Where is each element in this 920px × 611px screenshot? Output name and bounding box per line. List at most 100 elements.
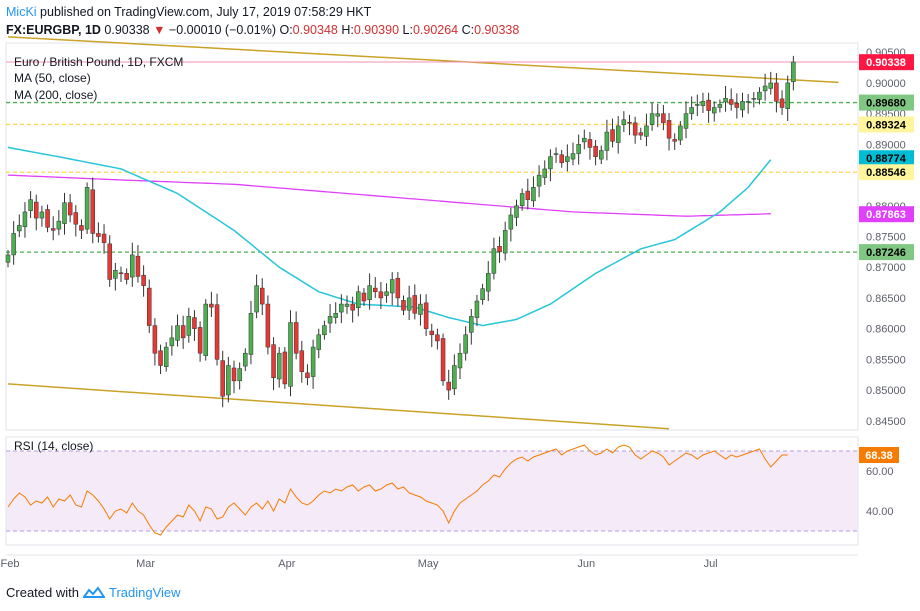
y-tick-label: 0.85000 bbox=[866, 385, 906, 397]
ma50-line bbox=[7, 146, 772, 327]
candle-body bbox=[248, 313, 254, 355]
candle-body bbox=[34, 201, 39, 219]
candle-body bbox=[175, 325, 180, 341]
candle-body bbox=[39, 211, 45, 219]
candle-body bbox=[474, 300, 480, 318]
candle-body bbox=[124, 273, 129, 280]
candle-body bbox=[152, 325, 158, 354]
candle-body bbox=[661, 113, 666, 124]
candle-body bbox=[237, 368, 242, 382]
candle-body bbox=[418, 303, 423, 315]
candle-body bbox=[226, 365, 231, 396]
price-change: −0.00010 (−0.01%) bbox=[168, 23, 276, 37]
candle-body bbox=[305, 372, 310, 379]
candle-body bbox=[491, 248, 497, 274]
candle-body bbox=[50, 228, 56, 231]
candle-body bbox=[632, 122, 638, 136]
candle-body bbox=[728, 99, 734, 105]
candle-body bbox=[327, 316, 333, 324]
candle-body bbox=[361, 292, 367, 302]
candle-body bbox=[67, 202, 73, 216]
candle-body bbox=[62, 202, 67, 224]
tradingview-logo-icon bbox=[82, 585, 105, 598]
candle-body bbox=[401, 300, 406, 311]
footer-brand[interactable]: TradingView bbox=[108, 585, 181, 600]
candle-body bbox=[310, 346, 316, 377]
candle-body bbox=[276, 352, 282, 380]
candle-body bbox=[695, 104, 700, 106]
candle-body bbox=[423, 302, 429, 329]
candle-body bbox=[293, 322, 299, 354]
candle-body bbox=[384, 291, 389, 296]
price-tag bbox=[859, 206, 914, 223]
y-tick-label: 0.86500 bbox=[866, 293, 906, 305]
candle-body bbox=[214, 304, 220, 360]
open-label: O: bbox=[279, 23, 293, 37]
candle-body bbox=[599, 150, 604, 160]
y-tick-label: 0.89000 bbox=[866, 139, 906, 151]
trendline bbox=[7, 36, 839, 84]
rsi-tick-label: 40.00 bbox=[866, 506, 894, 518]
y-tick-label: 0.84500 bbox=[866, 416, 906, 428]
candle-body bbox=[118, 272, 124, 274]
candle-body bbox=[186, 316, 192, 336]
footer: Created with TradingView bbox=[6, 585, 181, 600]
candle-body bbox=[22, 211, 28, 227]
author-name[interactable]: MicKi bbox=[6, 5, 37, 19]
candle-body bbox=[231, 367, 237, 382]
price-tag-label: 0.88546 bbox=[866, 167, 906, 179]
candle-body bbox=[666, 120, 672, 139]
ma200-line bbox=[7, 174, 771, 217]
rsi-band bbox=[6, 451, 858, 531]
candle-body bbox=[745, 101, 751, 103]
x-tick-label: May bbox=[418, 558, 439, 570]
candle-body bbox=[610, 129, 615, 142]
candle-body bbox=[429, 330, 434, 336]
down-arrow-icon: ▼ bbox=[153, 23, 166, 37]
candle-body bbox=[389, 279, 395, 294]
candle-body bbox=[90, 189, 95, 234]
candle-body bbox=[678, 125, 683, 141]
candle-body bbox=[282, 351, 288, 385]
candle-body bbox=[197, 327, 203, 354]
price-tag-label: 0.90338 bbox=[866, 57, 906, 69]
rsi-tick-label: 60.00 bbox=[866, 466, 894, 478]
footer-created: Created with bbox=[6, 585, 79, 600]
rsi-value-tag bbox=[859, 447, 899, 463]
candle-body bbox=[203, 303, 208, 356]
trendline bbox=[7, 383, 670, 430]
candle-body bbox=[514, 205, 519, 218]
candle-body bbox=[791, 61, 796, 82]
price-tag-label: 0.89680 bbox=[866, 98, 906, 110]
candle-body bbox=[469, 316, 474, 333]
candle-body bbox=[180, 325, 186, 339]
high-label: H: bbox=[341, 23, 354, 37]
candle-body bbox=[45, 209, 50, 228]
candle-body bbox=[542, 168, 547, 178]
candle-body bbox=[243, 352, 248, 367]
candle-body bbox=[147, 287, 152, 326]
rsi-label: RSI (14, close) bbox=[14, 439, 93, 453]
candle-body bbox=[712, 107, 717, 114]
candle-body bbox=[502, 230, 508, 254]
candle-body bbox=[452, 365, 457, 390]
candle-body bbox=[649, 113, 655, 125]
candle-body bbox=[101, 233, 107, 243]
candle-body bbox=[683, 113, 689, 129]
x-tick-label: Mar bbox=[136, 558, 155, 570]
high-value: 0.90390 bbox=[353, 23, 400, 37]
candle-body bbox=[333, 313, 338, 318]
candle-body bbox=[192, 317, 197, 329]
candle-body bbox=[604, 131, 610, 151]
candle-body bbox=[531, 187, 536, 202]
candle-body bbox=[163, 346, 169, 367]
x-tick-label: Apr bbox=[278, 558, 295, 570]
x-tick-label: Jun bbox=[577, 558, 595, 570]
y-tick-label: 0.90000 bbox=[866, 78, 906, 90]
candle-body bbox=[559, 154, 564, 164]
candle-body bbox=[56, 220, 62, 230]
open-value: 0.90348 bbox=[292, 23, 338, 37]
candle-body bbox=[457, 352, 463, 369]
candle-body bbox=[169, 337, 175, 347]
